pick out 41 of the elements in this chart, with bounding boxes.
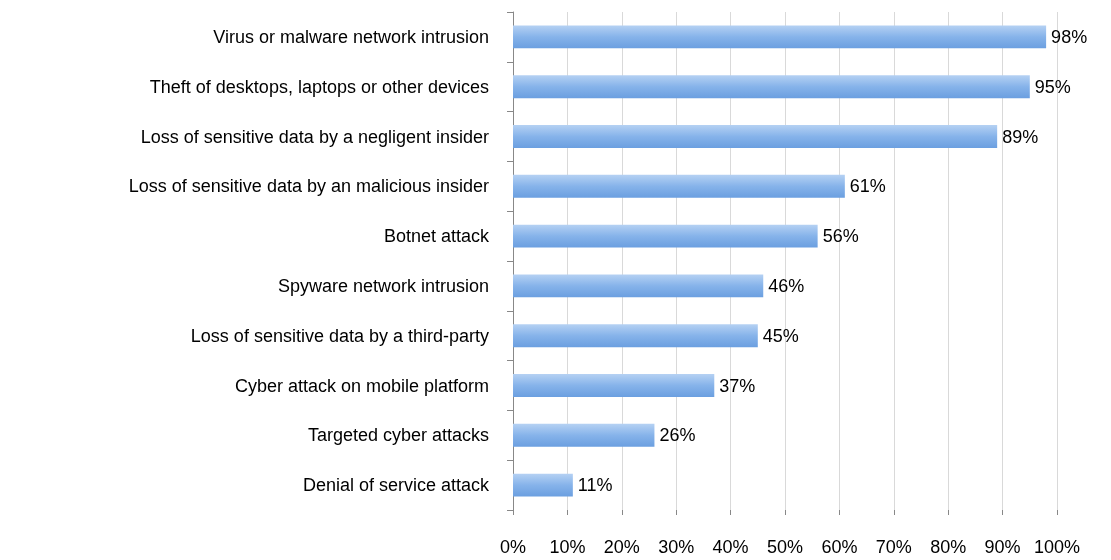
data-label: 37%	[719, 375, 756, 396]
data-label: 26%	[659, 425, 696, 446]
y-tick-label: Spyware network intrusion	[277, 275, 489, 296]
x-tick-label: 90%	[984, 537, 1021, 557]
x-tick-label: 80%	[930, 537, 967, 557]
y-tick-label: Targeted cyber attacks	[307, 425, 489, 446]
bar	[513, 423, 655, 447]
data-label: 45%	[762, 325, 799, 346]
x-tick-label: 0%	[499, 537, 527, 557]
data-label: 11%	[577, 475, 613, 496]
bar	[513, 174, 845, 198]
bar	[513, 75, 1030, 99]
y-tick-label: Cyber attack on mobile platform	[234, 375, 489, 396]
y-tick-label: Botnet attack	[383, 226, 490, 247]
data-label: 89%	[1002, 126, 1039, 147]
bar	[513, 473, 573, 497]
x-tick-label: 30%	[658, 537, 695, 557]
y-tick-label: Loss of sensitive data by a third-party	[190, 325, 489, 346]
bar	[513, 324, 758, 348]
data-label: 56%	[822, 226, 859, 247]
x-tick-label: 100%	[1033, 537, 1081, 557]
bar	[513, 25, 1047, 49]
bar	[513, 274, 764, 298]
x-tick-label: 50%	[766, 537, 804, 557]
data-label: 61%	[849, 176, 886, 197]
data-label: 98%	[1051, 26, 1088, 47]
data-label: 46%	[768, 275, 805, 296]
bar	[513, 125, 998, 148]
bar	[513, 374, 715, 397]
x-tick-label: 40%	[712, 537, 749, 557]
x-tick-label: 20%	[603, 537, 640, 557]
y-tick-label: Denial of service attack	[302, 475, 490, 496]
y-tick-label: Virus or malware network intrusion	[213, 26, 489, 47]
data-label: 95%	[1034, 76, 1071, 97]
x-tick-label: 60%	[821, 537, 858, 557]
y-tick-label: Loss of sensitive data by a negligent insider	[140, 126, 489, 147]
y-tick-label: Theft of desktops, laptops or other devices	[149, 76, 489, 97]
bar	[513, 224, 818, 248]
y-tick-label: Loss of sensitive data by an malicious insider	[128, 176, 489, 197]
x-tick-label: 70%	[875, 537, 912, 557]
x-tick-label: 10%	[549, 537, 586, 557]
